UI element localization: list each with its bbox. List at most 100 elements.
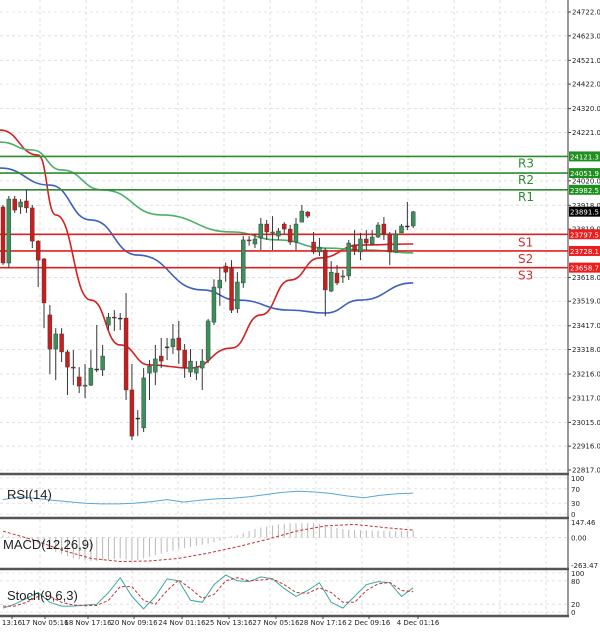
time-tick-label: 27 Nov 05:16 bbox=[252, 619, 300, 627]
candle bbox=[282, 222, 287, 234]
moving-average-line-1 bbox=[0, 129, 414, 369]
candle-body bbox=[352, 244, 357, 251]
candle-body bbox=[117, 317, 123, 320]
candle-body bbox=[258, 223, 264, 239]
stoch-tick-label: 100 bbox=[571, 570, 584, 578]
candle-body bbox=[18, 201, 23, 208]
candle-body bbox=[276, 230, 281, 237]
candle bbox=[340, 269, 346, 283]
candle bbox=[211, 279, 217, 326]
candle-body bbox=[252, 238, 258, 245]
candle bbox=[252, 233, 258, 249]
candle-body bbox=[41, 258, 47, 304]
candle bbox=[200, 349, 205, 390]
candle-body bbox=[59, 333, 64, 353]
candle bbox=[164, 338, 170, 361]
stoch-tick-label: 0 bbox=[571, 609, 575, 617]
candle-body bbox=[106, 316, 111, 326]
candle-body bbox=[182, 349, 187, 368]
candle bbox=[59, 328, 64, 363]
candle bbox=[229, 260, 234, 314]
level-label-r1: R1 bbox=[518, 190, 534, 204]
candle-body bbox=[35, 240, 41, 261]
candle-body bbox=[123, 317, 129, 391]
price-tick-label: 22916.0 bbox=[572, 443, 600, 451]
candle-body bbox=[346, 242, 351, 277]
candle-body bbox=[47, 314, 53, 350]
candle bbox=[270, 216, 275, 251]
candle bbox=[299, 205, 305, 223]
candle-body bbox=[305, 211, 310, 217]
level-price-badge bbox=[569, 151, 600, 162]
candle bbox=[170, 324, 176, 354]
candle-body bbox=[223, 265, 228, 273]
rsi-label: RSI(14) bbox=[7, 487, 52, 502]
macd-label: MACD(12,26,9) bbox=[3, 537, 93, 552]
rsi-tick-label: 0 bbox=[571, 511, 575, 519]
candle bbox=[381, 217, 387, 240]
candle-body bbox=[334, 272, 340, 284]
level-price-badge bbox=[569, 184, 600, 195]
candle-body bbox=[340, 275, 346, 278]
candle bbox=[30, 205, 35, 249]
candle-body bbox=[76, 376, 82, 387]
level-label-s3: S3 bbox=[518, 269, 533, 283]
candle bbox=[375, 222, 381, 238]
candle bbox=[100, 344, 105, 376]
candle-body bbox=[164, 346, 170, 349]
candle-body bbox=[153, 358, 158, 373]
candle bbox=[35, 239, 41, 288]
candle-body bbox=[30, 207, 35, 242]
candle-body bbox=[311, 241, 316, 253]
candle-body bbox=[170, 338, 176, 348]
candle-body bbox=[287, 228, 293, 243]
candle bbox=[311, 231, 316, 255]
candle-body bbox=[293, 223, 299, 243]
candle bbox=[182, 344, 187, 378]
candle bbox=[352, 230, 357, 256]
price-tick-label: 24320.0 bbox=[572, 105, 600, 113]
candle-body bbox=[299, 210, 305, 223]
candle-body bbox=[12, 198, 17, 211]
candle bbox=[153, 344, 158, 386]
level-price-label: 24121.3 bbox=[570, 153, 599, 161]
macd-tick-label: 0.00 bbox=[571, 534, 587, 542]
candle bbox=[76, 367, 82, 394]
time-tick-label: 24 Nov 01:16 bbox=[158, 619, 206, 627]
price-tick-label: 24020.0 bbox=[572, 177, 600, 185]
price-tick-label: 24521.0 bbox=[572, 57, 600, 65]
candle bbox=[188, 349, 193, 377]
candle bbox=[106, 313, 111, 331]
candle bbox=[88, 350, 94, 387]
moving-average-line-2 bbox=[0, 167, 414, 314]
price-tick-label: 23117.0 bbox=[572, 394, 600, 402]
candle bbox=[346, 239, 351, 281]
rsi-tick-label: 70 bbox=[571, 486, 580, 494]
candle bbox=[305, 211, 310, 219]
candle bbox=[393, 230, 398, 253]
candle bbox=[12, 195, 17, 213]
candle-body bbox=[53, 333, 58, 350]
time-tick-label: 4 Dec 01:16 bbox=[397, 619, 440, 627]
candle-body bbox=[0, 206, 6, 264]
price-tick-label: 24221.0 bbox=[572, 129, 600, 137]
moving-average-line-3 bbox=[0, 141, 414, 254]
time-tick-label: 25 Nov 13:16 bbox=[205, 619, 253, 627]
candle-body bbox=[405, 225, 410, 228]
candle bbox=[317, 237, 322, 257]
candle-body bbox=[129, 389, 135, 437]
stoch-tick-label: 20 bbox=[571, 601, 580, 609]
candle bbox=[264, 219, 269, 240]
level-price-label: 24051.9 bbox=[570, 170, 599, 178]
time-tick-label: 18 Nov 17:16 bbox=[64, 619, 112, 627]
price-tick-label: 23918.0 bbox=[572, 202, 600, 210]
candle bbox=[217, 267, 223, 306]
price-tick-label: 24722.0 bbox=[572, 9, 600, 17]
stoch-tick-label: 80 bbox=[571, 578, 580, 586]
time-tick-label: 13:16 bbox=[2, 619, 23, 627]
candle bbox=[405, 201, 410, 231]
time-tick-label: 20 Nov 09:16 bbox=[110, 619, 158, 627]
candle bbox=[246, 236, 252, 246]
